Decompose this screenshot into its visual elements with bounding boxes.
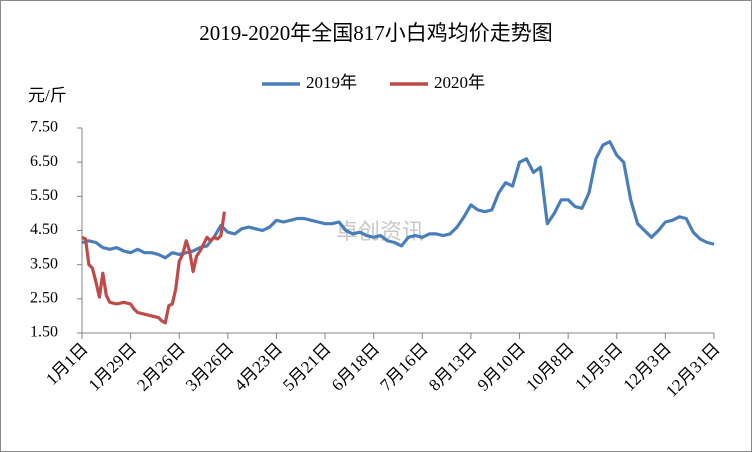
legend-label: 2019年	[306, 73, 357, 92]
y-tick-label: 4.50	[30, 221, 58, 238]
y-tick-label: 1.50	[30, 324, 58, 341]
legend-label: 2020年	[434, 73, 485, 92]
y-tick-label: 5.50	[30, 187, 58, 204]
series-line	[81, 140, 715, 260]
y-tick-label: 2.50	[30, 290, 58, 307]
y-tick-label: 3.50	[30, 255, 58, 272]
y-tick-label: 6.50	[30, 153, 58, 170]
y-unit: 元/斤	[28, 86, 67, 105]
y-tick-label: 7.50	[30, 119, 58, 136]
series-line	[81, 211, 226, 325]
chart-title: 2019-2020年全国817小白鸡均价走势图	[199, 21, 553, 45]
